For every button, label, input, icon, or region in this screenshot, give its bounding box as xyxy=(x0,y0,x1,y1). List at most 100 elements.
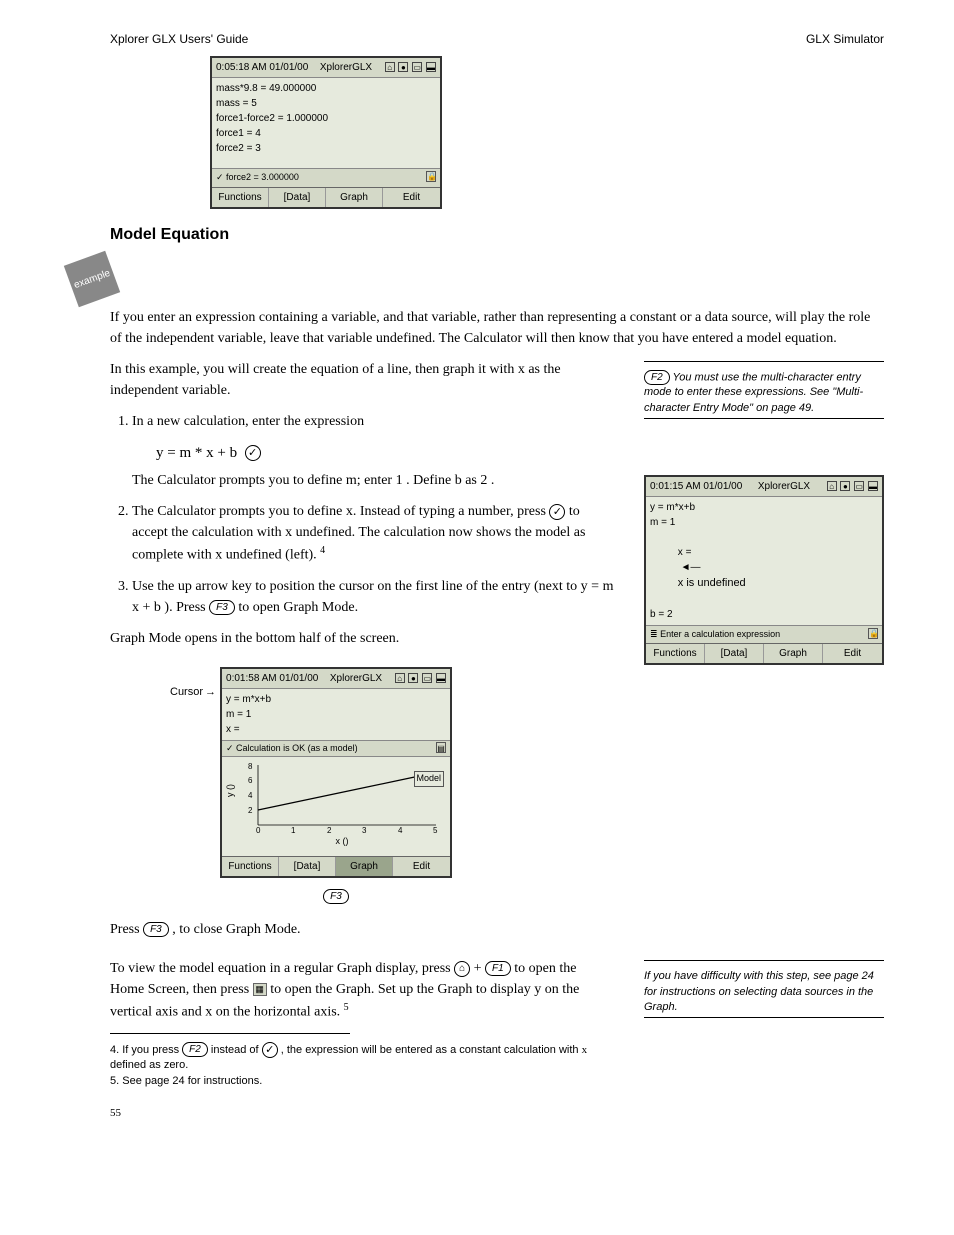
cursor-annotation: Cursor → xyxy=(170,684,216,701)
svg-text:2: 2 xyxy=(248,806,253,815)
para-model-intro: If you enter an expression containing a … xyxy=(110,307,884,349)
menu-functions[interactable]: Functions xyxy=(212,188,269,207)
svg-text:1: 1 xyxy=(291,826,296,835)
step1-expression: y = m * x + b xyxy=(156,445,237,461)
text: to open the Graph. Set up the Graph to d… xyxy=(270,982,534,997)
text: . xyxy=(491,473,495,488)
folder-icon: ▭ xyxy=(422,673,432,683)
battery-icon: ▬ xyxy=(868,481,878,491)
glxs-toolbar-icons: ⌂ ● ▭ ▬ xyxy=(826,479,878,494)
screenshot-1-container: 0:05:18 AM 01/01/00 XplorerGLX ⌂ ● ▭ ▬ m… xyxy=(210,56,884,209)
glxs-status-text: Enter a calculation expression xyxy=(660,629,780,639)
glxg-line: x = xyxy=(226,722,446,737)
glxg-titlebar: 0:01:58 AM 01/01/00 XplorerGLX ⌂ ● ▭ ▬ xyxy=(222,669,450,689)
hr xyxy=(644,418,884,419)
text: The Calculator prompts you to define m; … xyxy=(132,473,396,488)
glx1-line: force1-force2 = 1.000000 xyxy=(216,111,436,126)
check-key-icon: ✓ xyxy=(262,1042,278,1058)
glxg-app: XplorerGLX xyxy=(330,671,382,686)
glxs-body: y = m*x+b m = 1 x = ◄— x is undefined b … xyxy=(646,497,882,625)
doc-icon: ▤ xyxy=(436,742,446,753)
var-x: x xyxy=(285,525,292,540)
f1-key-icon: F1 xyxy=(485,961,511,976)
menu-edit[interactable]: Edit xyxy=(383,188,440,207)
menu-functions[interactable]: Functions xyxy=(222,857,279,876)
text: See page 24 for instructions. xyxy=(122,1075,262,1087)
glx1-time: 0:05:18 AM 01/01/00 xyxy=(216,60,308,75)
arrow-icon: ◄— xyxy=(681,562,701,573)
glxg-chart-status: ✓ Calculation is OK (as a model) ▤ xyxy=(222,740,450,757)
var: x xyxy=(582,1044,588,1056)
glx1-status-text: ✓ force2 = 3.000000 xyxy=(216,171,299,185)
home-icon: ⌂ xyxy=(395,673,405,683)
home-icon: ⌂ xyxy=(385,62,395,72)
hr xyxy=(644,1017,884,1018)
folder-icon: ▭ xyxy=(854,481,864,491)
menu-graph[interactable]: Graph xyxy=(764,644,823,663)
section-heading-model-equation: Model Equation xyxy=(110,223,884,247)
text: + xyxy=(474,961,482,976)
page-header: Xplorer GLX Users' Guide GLX Simulator xyxy=(110,30,884,48)
glx1-line: force1 = 4 xyxy=(216,126,436,141)
graph-screenshot-row: Cursor → 0:01:58 AM 01/01/00 XplorerGLX … xyxy=(170,659,614,908)
step-3: Use the up arrow key to position the cur… xyxy=(132,576,614,618)
sidenote-2-text: If you have difficulty with this step, s… xyxy=(644,970,874,1013)
menu-graph[interactable]: Graph xyxy=(326,188,383,207)
lock-icon: 🔒 xyxy=(426,171,436,182)
glxs-app: XplorerGLX xyxy=(758,479,810,494)
footnote-ref-4: 4 xyxy=(320,545,325,556)
chart-ylabel: y () xyxy=(224,784,238,797)
text: , the expression will be entered as a co… xyxy=(281,1044,582,1056)
text: ). Press xyxy=(164,600,209,615)
val: 1 xyxy=(396,473,403,488)
menu-data[interactable]: [Data] xyxy=(705,644,764,663)
glxs-titlebar: 0:01:15 AM 01/01/00 XplorerGLX ⌂ ● ▭ ▬ xyxy=(646,477,882,497)
page-number: 55 xyxy=(110,1105,614,1122)
hr xyxy=(644,960,884,961)
menu-functions[interactable]: Functions xyxy=(646,644,705,663)
glx1-app: XplorerGLX xyxy=(320,60,372,75)
menu-edit[interactable]: Edit xyxy=(823,644,882,663)
sidenote-1-text: You must use the multi-character entry m… xyxy=(644,371,863,414)
svg-text:4: 4 xyxy=(398,826,403,835)
menu-data[interactable]: [Data] xyxy=(279,857,336,876)
var-x: x xyxy=(215,548,222,563)
f3-key-icon: F3 xyxy=(209,600,235,615)
glxg-line: m = 1 xyxy=(226,707,446,722)
para-press-f3-again: Press F3 , to close Graph Mode. xyxy=(110,919,614,940)
svg-text:8: 8 xyxy=(248,762,253,771)
svg-text:4: 4 xyxy=(248,791,253,800)
svg-text:3: 3 xyxy=(362,826,367,835)
glx1-titlebar: 0:05:18 AM 01/01/00 XplorerGLX ⌂ ● ▭ ▬ xyxy=(212,58,440,78)
glx1-body: mass*9.8 = 49.000000 mass = 5 force1-for… xyxy=(212,78,440,168)
text: undefined (left). xyxy=(226,548,317,563)
var: b xyxy=(455,473,462,488)
steps-list: In a new calculation, enter the expressi… xyxy=(132,411,614,618)
step-1: In a new calculation, enter the expressi… xyxy=(132,411,614,492)
footnote-separator xyxy=(110,1033,350,1034)
x-undefined-annotation: x is undefined xyxy=(678,577,746,589)
arrow-icon: → xyxy=(205,684,216,701)
text: as xyxy=(465,473,480,488)
f2-key-icon: F2 xyxy=(182,1042,208,1057)
svg-text:6: 6 xyxy=(248,776,253,785)
text: Use the up arrow key to position the cur… xyxy=(132,579,581,594)
glxs-line: m = 1 xyxy=(650,515,878,530)
check-key-icon: ✓ xyxy=(549,504,565,520)
menu-graph[interactable]: Graph xyxy=(336,857,393,876)
home-icon: ⌂ xyxy=(827,481,837,491)
svg-text:5: 5 xyxy=(433,826,438,835)
var-x: x xyxy=(518,362,525,377)
glx1-line: mass = 5 xyxy=(216,96,436,111)
menu-data[interactable]: [Data] xyxy=(269,188,326,207)
glxg-toolbar-icons: ⌂ ● ▭ ▬ xyxy=(394,671,446,686)
hr xyxy=(644,361,884,362)
folder-icon: ▭ xyxy=(412,62,422,72)
glx1-line: force2 = 3 xyxy=(216,141,436,156)
glx-screenshot-1: 0:05:18 AM 01/01/00 XplorerGLX ⌂ ● ▭ ▬ m… xyxy=(210,56,442,209)
para-model-example-intro: In this example, you will create the equ… xyxy=(110,359,614,401)
menu-edit[interactable]: Edit xyxy=(393,857,450,876)
footnote-ref-5: 5 xyxy=(344,1002,349,1013)
graph-icon: ▦ xyxy=(253,983,267,996)
text: x = xyxy=(678,547,692,558)
